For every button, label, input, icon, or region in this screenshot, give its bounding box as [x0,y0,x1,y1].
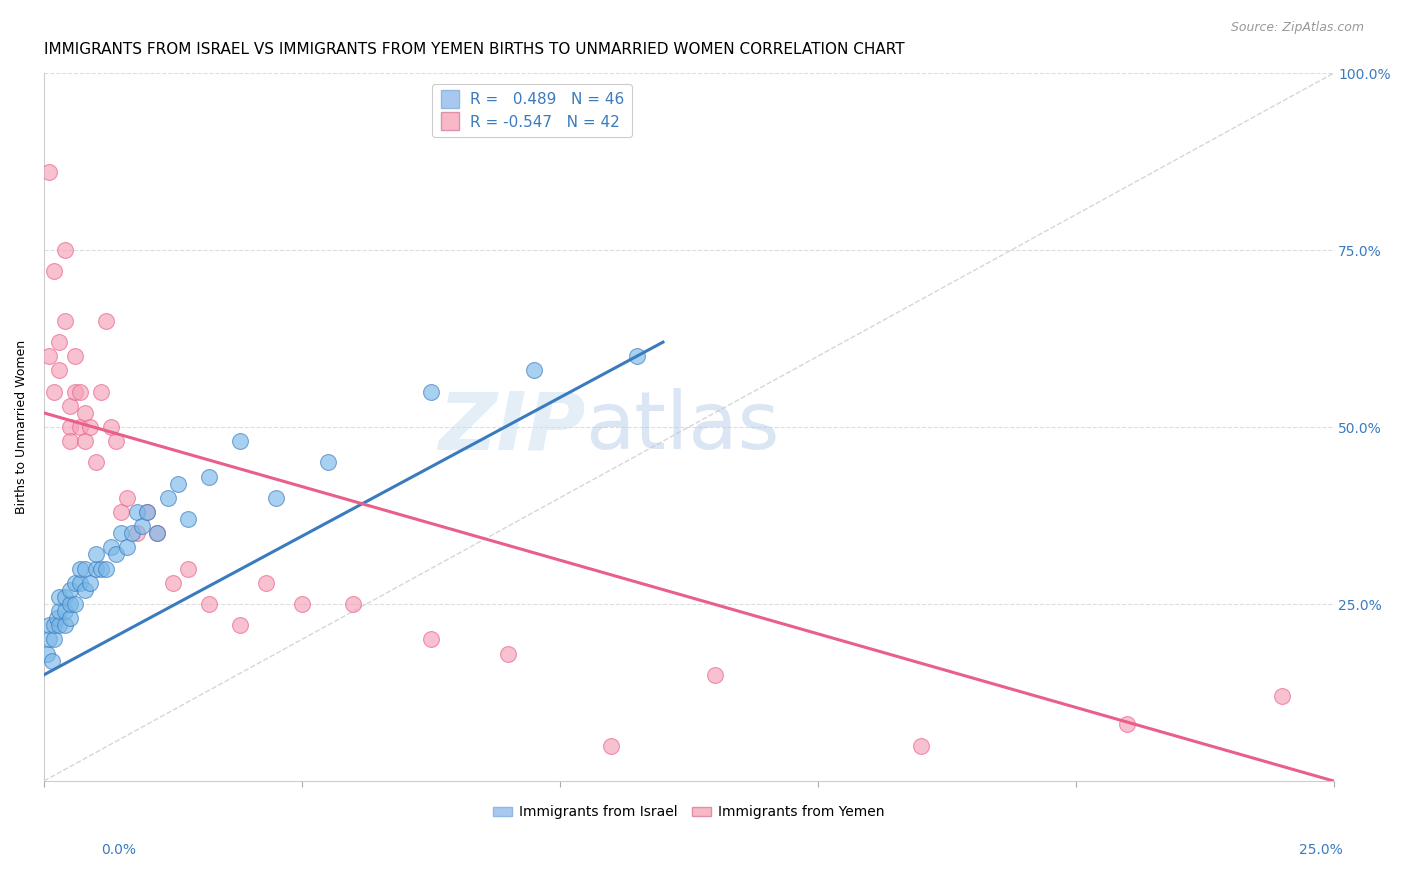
Point [115,491,138,505]
Point [496,647,519,661]
Point [79,420,101,434]
Point [35,647,58,661]
Point [105,548,128,562]
Point [121,526,143,541]
Point [59,420,82,434]
Point [419,632,441,647]
Point [177,561,200,575]
Point [69,561,91,575]
Point [291,597,314,611]
Point [342,597,364,611]
Point [198,469,221,483]
Point [63,575,86,590]
Text: 25.0%: 25.0% [1299,843,1343,857]
Point [125,526,148,541]
Point [316,455,339,469]
Y-axis label: Births to Unmarried Women: Births to Unmarried Women [15,340,28,514]
Point [44,384,66,399]
Point [419,384,441,399]
Point [110,505,132,519]
Point [48,604,70,618]
Point [63,597,86,611]
Point [146,526,169,541]
Point [910,739,932,753]
Point [63,349,86,363]
Point [167,476,190,491]
Point [63,384,86,399]
Point [105,434,128,449]
Point [44,632,66,647]
Point [100,420,122,434]
Point [600,739,623,753]
Point [59,582,82,597]
Point [69,420,91,434]
Point [523,363,546,377]
Point [75,434,97,449]
Text: 0.0%: 0.0% [101,843,136,857]
Point [75,582,97,597]
Point [110,526,132,541]
Point [177,512,200,526]
Point [703,668,725,682]
Point [53,243,76,257]
Text: ZIP: ZIP [439,388,585,467]
Point [229,434,252,449]
Point [48,618,70,632]
Point [75,561,97,575]
Point [59,597,82,611]
Point [48,335,70,350]
Point [38,165,60,179]
Point [90,561,112,575]
Point [79,575,101,590]
Point [38,618,60,632]
Point [59,399,82,413]
Point [264,491,287,505]
Point [53,604,76,618]
Point [100,541,122,555]
Legend: Immigrants from Israel, Immigrants from Yemen: Immigrants from Israel, Immigrants from … [488,800,890,825]
Point [84,561,107,575]
Point [84,548,107,562]
Point [53,314,76,328]
Point [254,575,277,590]
Point [44,264,66,278]
Point [90,384,112,399]
Text: Source: ZipAtlas.com: Source: ZipAtlas.com [1230,21,1364,35]
Point [38,632,60,647]
Point [59,434,82,449]
Point [1116,717,1139,731]
Point [44,618,66,632]
Point [156,491,179,505]
Point [131,519,153,533]
Point [146,526,169,541]
Text: IMMIGRANTS FROM ISRAEL VS IMMIGRANTS FROM YEMEN BIRTHS TO UNMARRIED WOMEN CORREL: IMMIGRANTS FROM ISRAEL VS IMMIGRANTS FRO… [44,42,904,57]
Point [125,505,148,519]
Point [229,618,252,632]
Point [626,349,648,363]
Point [45,611,67,625]
Point [1271,689,1294,703]
Point [94,314,117,328]
Point [59,611,82,625]
Point [136,505,159,519]
Point [69,384,91,399]
Point [75,406,97,420]
Point [53,590,76,604]
Text: atlas: atlas [585,388,780,467]
Point [41,654,63,668]
Point [198,597,221,611]
Point [84,455,107,469]
Point [136,505,159,519]
Point [48,590,70,604]
Point [69,575,91,590]
Point [53,618,76,632]
Point [38,349,60,363]
Point [94,561,117,575]
Point [48,363,70,377]
Point [115,541,138,555]
Point [162,575,184,590]
